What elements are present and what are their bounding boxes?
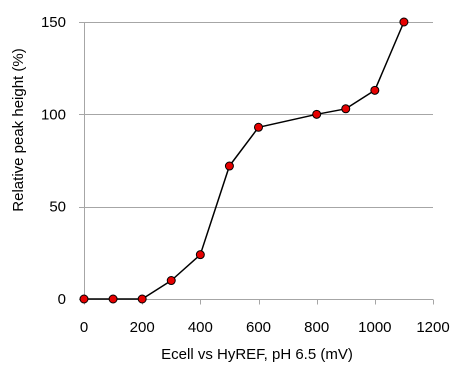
data-series [79, 17, 409, 304]
y-tick-label: 0 [58, 291, 66, 308]
y-tick-label: 100 [41, 106, 66, 123]
x-tick-label: 800 [304, 319, 329, 336]
data-point [137, 294, 147, 304]
x-tick-label: 200 [130, 319, 155, 336]
x-tick-label: 600 [246, 319, 271, 336]
y-axis-title: Relative peak height (%) [10, 48, 27, 211]
data-point [195, 250, 205, 260]
x-tick-label: 0 [80, 319, 88, 336]
x-tick-label: 1200 [416, 319, 449, 336]
x-tick-label: 1000 [358, 319, 391, 336]
y-tick-labels: 0 50 100 150 [41, 14, 66, 308]
data-point [399, 17, 409, 27]
data-point [254, 122, 263, 132]
data-point [108, 294, 118, 304]
data-point [370, 85, 380, 95]
data-point [312, 109, 322, 119]
data-point [341, 104, 351, 114]
axes [79, 22, 434, 305]
gridlines [84, 22, 433, 208]
data-point [166, 276, 176, 286]
x-tick-label: 400 [188, 319, 213, 336]
x-tick-labels: 0 200 400 600 800 1000 1200 [80, 319, 450, 336]
data-point [79, 294, 89, 304]
x-axis-title: Ecell vs HyREF, pH 6.5 (mV) [161, 346, 353, 363]
data-point [224, 161, 234, 171]
y-tick-label: 50 [49, 199, 66, 216]
series-line [84, 21, 405, 300]
y-tick-label: 150 [41, 14, 66, 31]
